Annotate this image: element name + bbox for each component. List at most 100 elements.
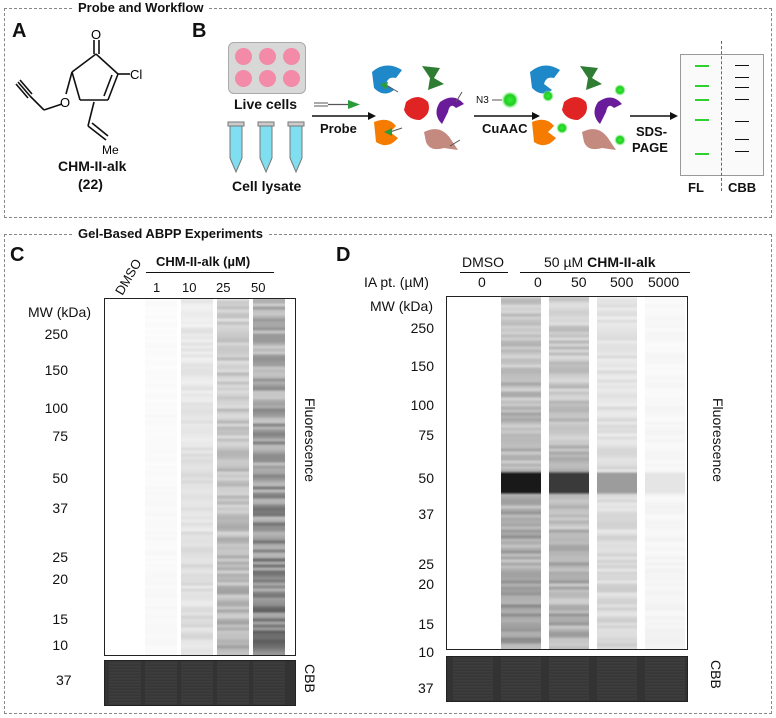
ether-oxygen: O [60, 95, 70, 110]
panelC-mw-marker: 37 [52, 500, 68, 516]
panel-c-fluorescence-label: Fluorescence [302, 398, 318, 483]
probe-label: Probe [320, 121, 357, 136]
panel-c-letter: C [10, 244, 25, 266]
panelC-cbb-lane [109, 661, 141, 705]
panel-c-mw-header: MW (kDa) [28, 304, 91, 320]
panel-d-cbb-mw: 37 [418, 680, 434, 696]
panelD-mw-marker: 20 [418, 576, 434, 592]
panelD-mw-marker: 50 [418, 470, 434, 486]
panel-c-conc-2: 10 [182, 280, 197, 295]
panelC-cbb-lane [253, 661, 285, 705]
panelC-mw-marker: 75 [52, 428, 68, 444]
panel-d-letter: D [336, 244, 351, 266]
panelD-cbb-lane [597, 657, 637, 701]
panelC-gel-lane [253, 299, 285, 655]
panel-d-cbb-gel [446, 656, 688, 702]
gel-frame [4, 234, 772, 714]
tube-icons [227, 121, 305, 174]
panelD-gel-lane [501, 297, 541, 649]
cbb-legend-label: CBB [728, 180, 757, 195]
live-cells-label: Live cells [234, 96, 298, 112]
panel-d-fluorescence-label: Fluorescence [710, 398, 726, 483]
panelD-gel-lane [597, 297, 637, 649]
panelD-mw-marker: 100 [410, 397, 434, 413]
chm-ii-alk-structure: O Cl O Me [15, 30, 142, 157]
panelD-cbb-lane [549, 657, 589, 701]
panel-d-ia-0: 0 [478, 274, 486, 290]
panel-d-header-probe: CHM-II-alk [587, 254, 656, 270]
panelD-mw-marker: 37 [418, 506, 434, 522]
panelC-mw-marker: 10 [52, 637, 68, 653]
methyl-label: Me [102, 143, 119, 157]
panel-d-ia-3: 500 [610, 274, 634, 290]
panel-d-dmso-line [460, 272, 508, 273]
panelC-gel-lane [145, 299, 177, 655]
chlorine-atom: Cl [130, 67, 142, 82]
panelD-gel-lane [645, 297, 685, 649]
panel-c-header-line [146, 272, 274, 273]
panelC-mw-marker: 100 [44, 400, 68, 416]
panelC-mw-marker: 250 [44, 326, 68, 342]
sds-page-arrow-icon [630, 112, 678, 120]
panel-d-dmso-label: DMSO [462, 254, 504, 270]
panel-d-cbb-label: CBB [708, 660, 724, 689]
panelD-cbb-lane [645, 657, 685, 701]
protein-group-unlabeled-icon [372, 65, 464, 150]
cell-lysate-label: Cell lysate [232, 178, 302, 194]
panel-c-cbb-mw: 37 [56, 672, 72, 688]
panel-b-letter: B [192, 20, 207, 42]
panelC-cbb-lane [145, 661, 177, 705]
cuaac-label: CuAAC [482, 121, 528, 136]
panelC-mw-marker: 20 [52, 571, 68, 587]
panel-c-conc-3: 25 [216, 280, 231, 295]
panel-a-letter: A [12, 20, 27, 42]
sds-label: SDS- [636, 124, 668, 139]
compound-name: CHM-II-alk [58, 158, 127, 174]
panel-d-mw-header: MW (kDa) [370, 298, 433, 314]
panelC-gel-lane [109, 299, 141, 655]
workflow-frame [4, 8, 772, 218]
protein-group-labeled-icon [530, 65, 626, 150]
probe-arrow-icon [312, 100, 376, 120]
panel-d-header: 50 µM CHM-II-alk [544, 254, 656, 270]
panelC-mw-marker: 50 [52, 470, 68, 486]
panelD-gel-lane [453, 297, 493, 649]
compound-number: (22) [78, 176, 103, 192]
well-plate-icon [228, 42, 306, 94]
panelC-cbb-lane [181, 661, 213, 705]
mini-gel-icon [680, 41, 764, 191]
panel-d-ia-2: 50 [571, 274, 587, 290]
panel-c-header: CHM-II-alk (µM) [156, 254, 251, 269]
ketone-oxygen: O [91, 30, 101, 42]
workflow-section-title: Probe and Workflow [72, 0, 210, 15]
panel-d-ia-1: 0 [534, 274, 542, 290]
panelC-mw-marker: 15 [52, 611, 68, 627]
panel-d-header-prefix: 50 µM [544, 254, 588, 270]
panelD-mw-marker: 150 [410, 358, 434, 374]
panelD-mw-marker: 25 [418, 556, 434, 572]
panel-d-ia-label: IA pt. (µM) [364, 274, 429, 290]
cuaac-arrow-icon [474, 92, 540, 120]
gel-section-title: Gel-Based ABPP Experiments [72, 226, 269, 241]
panelD-mw-marker: 75 [418, 427, 434, 443]
panelD-gel-lane [549, 297, 589, 649]
panel-c-conc-4: 50 [251, 280, 266, 295]
panel-d-header-line [520, 272, 690, 273]
panelD-mw-marker: 10 [418, 644, 434, 660]
panel-d-fluorescence-gel [446, 296, 688, 650]
panel-c-cbb-label: CBB [302, 664, 318, 693]
panelC-mw-marker: 25 [52, 549, 68, 565]
panelD-cbb-lane [501, 657, 541, 701]
panel-c-conc-1: 1 [153, 280, 161, 295]
panel-d-ia-4: 5000 [648, 274, 680, 290]
panelC-gel-lane [217, 299, 249, 655]
azide-label: N3 [476, 95, 489, 106]
panelC-mw-marker: 150 [44, 362, 68, 378]
panel-c-cbb-gel [104, 660, 296, 706]
panelC-gel-lane [181, 299, 213, 655]
panelC-cbb-lane [217, 661, 249, 705]
panelD-mw-marker: 15 [418, 616, 434, 632]
page-label: PAGE [632, 140, 668, 155]
panelD-mw-marker: 250 [410, 320, 434, 336]
panelD-cbb-lane [453, 657, 493, 701]
